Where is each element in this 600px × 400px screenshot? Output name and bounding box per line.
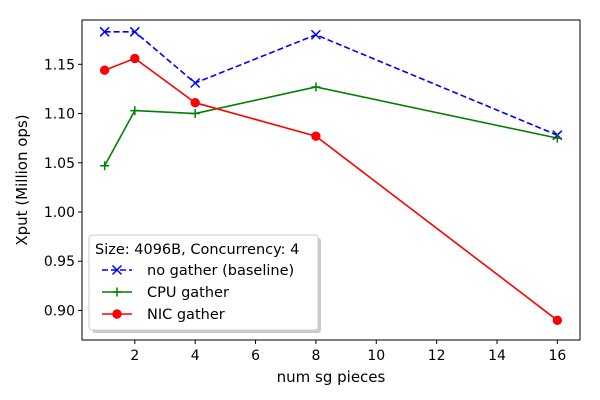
legend-entry-nic-gather: NIC gather [102,307,225,323]
legend-title: Size: 4096B, Concurrency: 4 [95,242,299,258]
plus-marker [552,133,562,143]
series-cpu-gather [100,82,562,171]
circle-marker [552,315,563,326]
legend: Size: 4096B, Concurrency: 4 no gather (b… [88,234,321,333]
circle-marker [311,131,321,141]
x-tick-label: 16 [548,348,566,364]
y-tick-label: 0.95 [44,254,75,270]
plus-marker [112,287,122,297]
legend-box [88,234,319,331]
x-tick-label: 2 [130,348,139,364]
x-axis-label: num sg pieces [277,368,386,386]
plus-marker [311,82,321,92]
y-tick-label: 1.05 [44,156,75,172]
y-tick-label: 1.10 [44,107,75,123]
x-marker [129,26,140,37]
y-axis-label: Xput (Million ops) [13,114,31,245]
circle-marker [112,309,122,319]
x-tick-label: 12 [428,348,446,364]
legend-entry-cpu-gather: CPU gather [102,285,229,301]
y-tick-label: 0.90 [44,303,75,319]
plus-marker [190,109,200,119]
series-layer [99,26,563,326]
legend-label: CPU gather [147,285,229,301]
legend-entry-no-gather-baseline: no gather (baseline) [102,263,294,279]
x-tick-label: 8 [311,348,320,364]
y-tick-label: 1.15 [44,57,75,73]
legend-entries: no gather (baseline) CPU gather NIC gather [102,263,294,323]
plus-marker [130,106,140,116]
x-tick-label: 14 [488,348,506,364]
legend-label: NIC gather [147,307,225,323]
plus-marker [100,161,110,171]
x-tick-label: 4 [191,348,200,364]
series-nic-gather [99,53,563,326]
x-marker [111,264,123,276]
x-marker [99,26,110,37]
circle-marker [99,65,110,75]
circle-marker [190,98,200,108]
circle-marker [130,53,140,64]
x-marker [190,77,201,89]
ticks-layer: 2 4 6 8 10 12 14 16 0.90 0.95 1.00 1.05 1.10 1.15 [44,57,567,364]
legend-label: no gather (baseline) [147,263,294,279]
x-marker [310,29,321,40]
x-tick-label: 10 [367,348,385,364]
y-tick-label: 1.00 [44,205,75,221]
plot-frame [81,19,581,341]
x-tick-label: 6 [251,348,260,364]
